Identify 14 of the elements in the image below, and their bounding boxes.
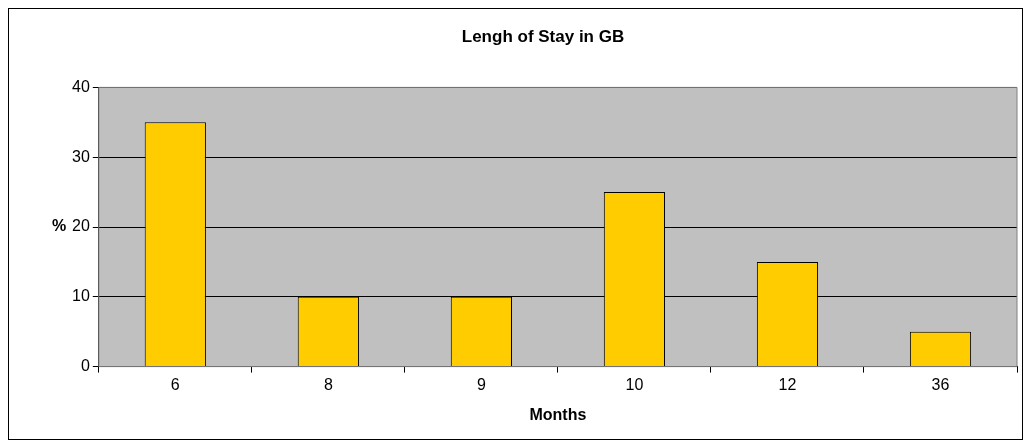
x-tick-label: 10 <box>625 375 644 393</box>
y-tick-label: 10 <box>72 287 90 305</box>
x-tick-label: 12 <box>778 375 797 393</box>
x-tick-label: 36 <box>931 375 950 393</box>
x-tick-label: 9 <box>476 375 486 393</box>
y-tick-label: 20 <box>72 217 90 235</box>
x-axis-title: Months <box>529 405 587 423</box>
y-tick-label: 30 <box>72 147 90 165</box>
x-tick-label: 6 <box>170 375 180 393</box>
x-tick-label: 8 <box>323 375 333 393</box>
y-axis-title: % <box>51 217 67 235</box>
chart-title: Lengh of Stay in GB <box>461 26 625 46</box>
y-tick-label: 0 <box>80 357 90 375</box>
y-tick-label: 40 <box>72 77 90 95</box>
